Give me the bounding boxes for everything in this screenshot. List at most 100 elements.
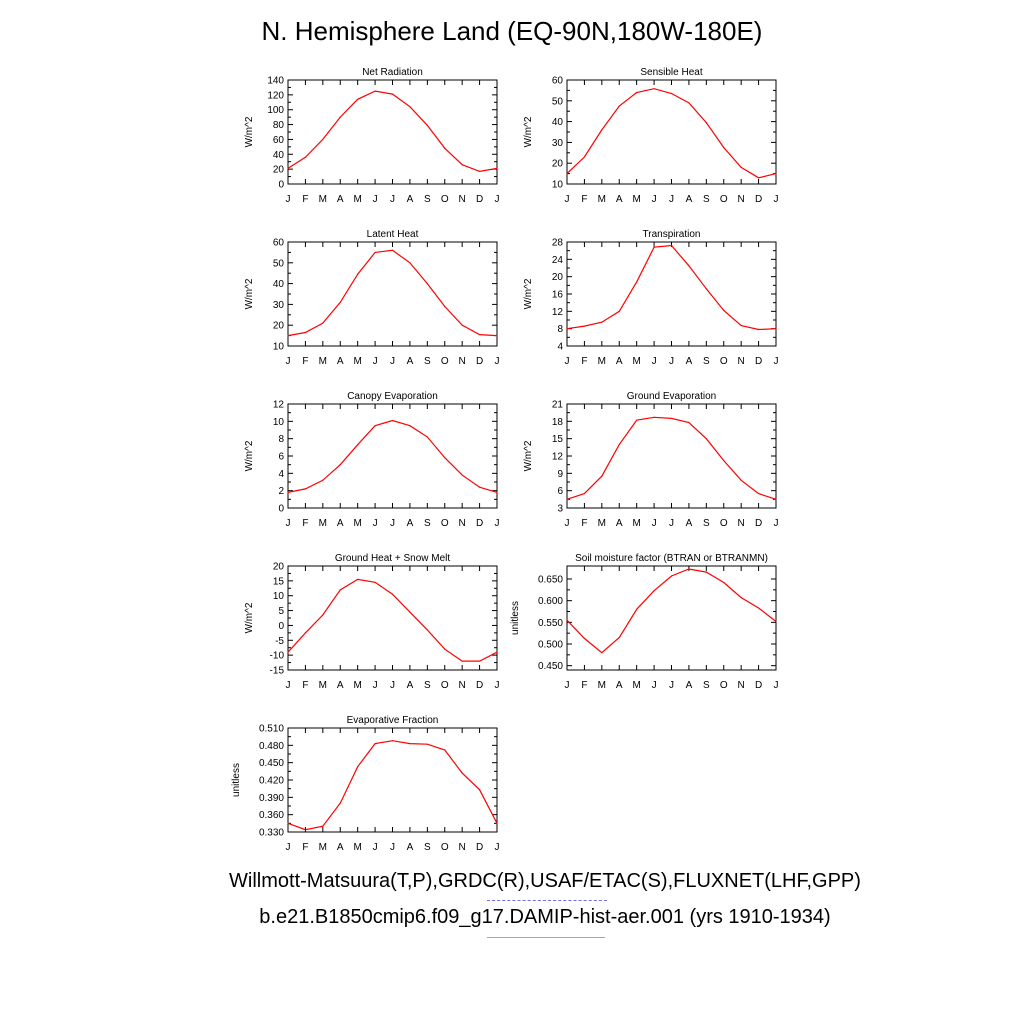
data-point bbox=[705, 571, 707, 573]
data-point bbox=[653, 590, 655, 592]
x-tick-label: D bbox=[755, 356, 762, 367]
data-point bbox=[339, 116, 341, 118]
data-point bbox=[757, 607, 760, 609]
y-tick-label: 10 bbox=[273, 417, 285, 428]
data-point bbox=[775, 498, 777, 500]
data-point bbox=[391, 93, 394, 95]
x-tick-label: J bbox=[286, 842, 291, 853]
y-axis-label: W/m^2 bbox=[244, 602, 255, 633]
x-tick-label: D bbox=[476, 518, 483, 529]
x-tick-label: J bbox=[652, 680, 657, 691]
data-point bbox=[496, 822, 498, 824]
x-tick-label: J bbox=[565, 356, 570, 367]
x-tick-label: S bbox=[703, 680, 710, 691]
y-tick-label: 20 bbox=[273, 321, 285, 332]
data-point bbox=[566, 328, 568, 330]
x-tick-label: J bbox=[495, 842, 500, 853]
model-legend-line bbox=[487, 937, 605, 938]
data-point bbox=[426, 629, 428, 631]
y-tick-label: 20 bbox=[273, 165, 285, 176]
data-point bbox=[391, 740, 394, 742]
x-tick-label: O bbox=[720, 680, 728, 691]
x-tick-label: J bbox=[495, 356, 500, 367]
plot-frame bbox=[287, 79, 498, 185]
x-tick-label: D bbox=[476, 842, 483, 853]
x-tick-label: M bbox=[632, 680, 640, 691]
plot-frame bbox=[566, 241, 777, 347]
x-tick-label: F bbox=[581, 680, 587, 691]
data-point bbox=[618, 636, 620, 639]
x-tick-label: M bbox=[353, 842, 361, 853]
y-axis-label: W/m^2 bbox=[523, 116, 534, 147]
data-point bbox=[409, 743, 411, 745]
data-point bbox=[653, 88, 655, 90]
plot-frame bbox=[566, 79, 777, 185]
observations-caption: Willmott-Matsuura(T,P),GRDC(R),USAF/ETAC… bbox=[229, 870, 861, 892]
y-tick-label: 100 bbox=[267, 105, 284, 116]
data-point bbox=[757, 492, 760, 495]
data-point bbox=[374, 581, 376, 583]
x-tick-label: J bbox=[495, 518, 500, 529]
x-tick-label: O bbox=[441, 194, 449, 205]
x-tick-label: O bbox=[441, 842, 449, 853]
data-point bbox=[339, 464, 341, 466]
x-tick-label: F bbox=[581, 194, 587, 205]
x-tick-label: M bbox=[632, 356, 640, 367]
y-tick-label: 0.330 bbox=[259, 828, 284, 839]
y-tick-label: 0 bbox=[278, 504, 284, 515]
x-tick-label: A bbox=[616, 518, 623, 529]
x-tick-label: A bbox=[337, 680, 344, 691]
data-point bbox=[426, 124, 428, 126]
data-point bbox=[391, 419, 394, 422]
x-tick-label: S bbox=[424, 680, 431, 691]
data-point bbox=[496, 651, 498, 653]
data-point bbox=[670, 244, 673, 247]
plot-frame bbox=[287, 403, 498, 509]
data-point bbox=[688, 102, 690, 104]
y-tick-label: 4 bbox=[557, 342, 563, 353]
data-point bbox=[636, 608, 638, 610]
y-tick-label: 2 bbox=[278, 486, 284, 497]
x-tick-label: A bbox=[407, 680, 414, 691]
data-point bbox=[723, 309, 725, 312]
panel-title: Sensible Heat bbox=[640, 67, 702, 78]
data-point bbox=[583, 156, 586, 158]
y-tick-label: 8 bbox=[278, 434, 284, 445]
x-tick-label: J bbox=[286, 518, 291, 529]
data-point bbox=[357, 273, 359, 275]
x-tick-label: O bbox=[441, 356, 449, 367]
model-caption: b.e21.B1850cmip6.f09_g17.DAMIP-hist-aer.… bbox=[259, 906, 831, 928]
data-point bbox=[478, 486, 481, 488]
plot-frame bbox=[566, 565, 777, 671]
data-point bbox=[496, 167, 498, 169]
data-point bbox=[304, 632, 307, 634]
x-tick-label: J bbox=[495, 194, 500, 205]
y-tick-label: 10 bbox=[552, 180, 564, 191]
data-point bbox=[391, 593, 394, 595]
data-point bbox=[723, 581, 725, 584]
x-tick-label: A bbox=[407, 842, 414, 853]
data-point bbox=[618, 310, 620, 312]
data-point bbox=[426, 743, 428, 745]
data-point bbox=[775, 328, 777, 330]
x-tick-label: S bbox=[424, 194, 431, 205]
data-point bbox=[583, 325, 586, 327]
y-tick-label: 0.450 bbox=[538, 661, 563, 672]
panel-7: Ground Heat + Snow Melt W/m^2 -15 -10 -5 0 5 10… bbox=[244, 553, 500, 691]
panel-title: Ground Heat + Snow Melt bbox=[335, 553, 451, 564]
x-tick-label: A bbox=[407, 518, 414, 529]
plot-frame bbox=[566, 403, 777, 509]
data-point bbox=[478, 789, 481, 791]
y-tick-label: 80 bbox=[273, 120, 285, 131]
series-line bbox=[287, 740, 498, 831]
panel-title: Transpiration bbox=[643, 229, 701, 240]
x-tick-label: D bbox=[476, 680, 483, 691]
x-tick-label: F bbox=[581, 518, 587, 529]
data-point bbox=[409, 262, 411, 264]
data-point bbox=[566, 498, 568, 500]
y-tick-label: 0.480 bbox=[259, 741, 284, 752]
x-tick-label: A bbox=[686, 356, 693, 367]
x-tick-label: J bbox=[373, 842, 378, 853]
data-point bbox=[723, 460, 725, 462]
